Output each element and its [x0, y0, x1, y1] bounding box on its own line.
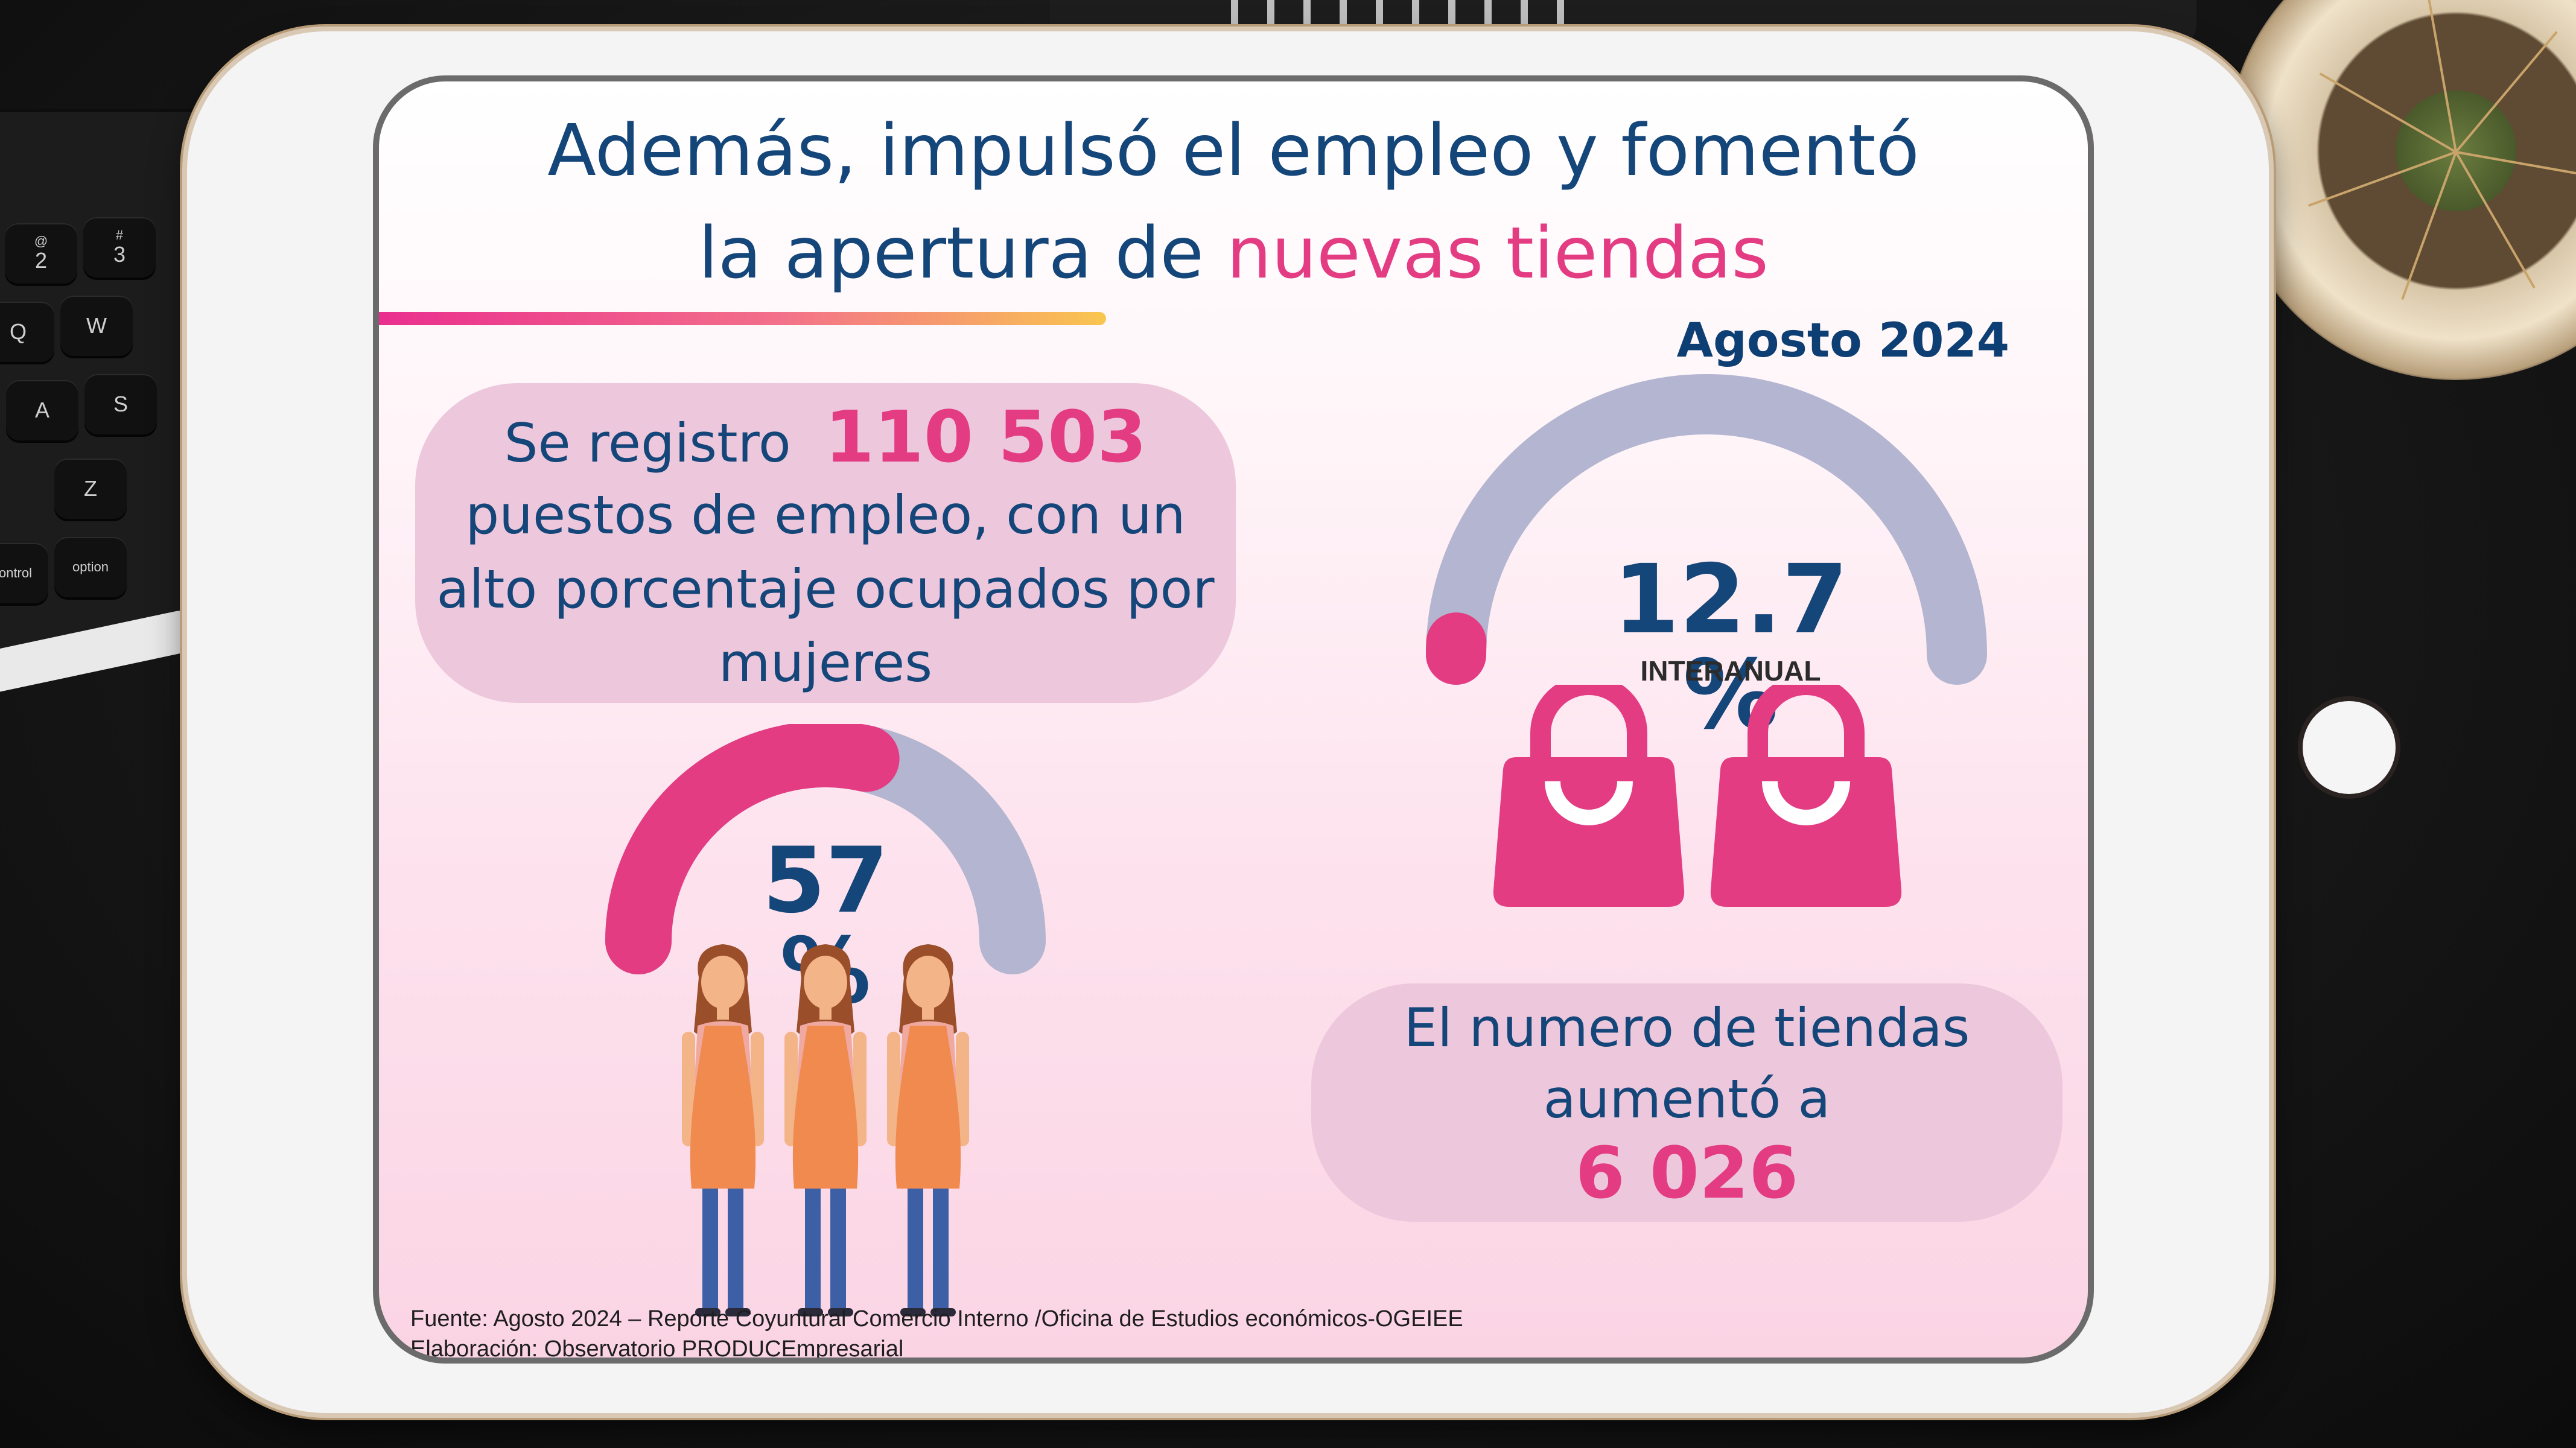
employment-prefix: Se registro — [504, 412, 791, 474]
employment-count: 110 503 — [824, 395, 1147, 478]
woman-worker-icon — [887, 944, 969, 1316]
employment-line-2: alto porcentaje ocupados por — [436, 558, 1215, 620]
stores-line-1: El numero de tiendas — [1404, 997, 1970, 1059]
shopping-bag-icon — [1710, 685, 1902, 907]
employment-headline: Se registro 110 503 — [415, 401, 1236, 472]
key-s: S — [84, 374, 157, 434]
key-3: #3 — [83, 217, 156, 278]
key-control: control — [0, 543, 48, 603]
title-line-2-prefix: la apertura de — [698, 211, 1227, 294]
stores-bubble: El numero de tiendas aumentó a 6 026 — [1311, 983, 2062, 1222]
title-line-1: Además, impulsó el empleo y fomentó — [547, 109, 1919, 192]
title-line-2: la apertura de nuevas tiendas — [379, 217, 2088, 288]
key-w: W — [60, 296, 133, 356]
period-label: Agosto 2024 — [1676, 314, 2009, 368]
key-option: option — [54, 537, 127, 597]
shopping-bag-icon — [1493, 685, 1685, 907]
key-a: A — [6, 380, 78, 440]
home-button[interactable] — [2298, 696, 2400, 799]
keyboard: @2 #3 Q W A S Z control option — [0, 109, 217, 652]
gradient-divider — [379, 312, 1106, 325]
tablet-screen: Además, impulsó el empleo y fomentó la a… — [373, 75, 2094, 1364]
stores-line-2: aumentó a — [1543, 1068, 1831, 1130]
growth-caption: INTERANUAL — [1640, 655, 1821, 687]
employment-bubble: Se registro 110 503 puestos de empleo, c… — [415, 383, 1236, 703]
employment-line-3: mujeres — [718, 632, 933, 694]
employment-line-1: puestos de empleo, con un — [465, 484, 1186, 546]
woman-worker-icon — [784, 944, 867, 1316]
key-2: @2 — [5, 223, 77, 284]
stores-count: 6 026 — [1575, 1131, 1799, 1215]
growth-gauge — [1426, 374, 1987, 685]
key-z: Z — [54, 459, 127, 519]
source-line-1: Fuente: Agosto 2024 – Reporte Coyuntural… — [410, 1306, 1463, 1332]
key-q: Q — [0, 302, 54, 362]
woman-worker-icon — [682, 944, 764, 1316]
title-highlight: nuevas tiendas — [1226, 211, 1769, 294]
women-share-gauge — [605, 724, 1046, 974]
source-line-2: Elaboración: Observatorio PRODUCEmpresar… — [410, 1336, 904, 1362]
